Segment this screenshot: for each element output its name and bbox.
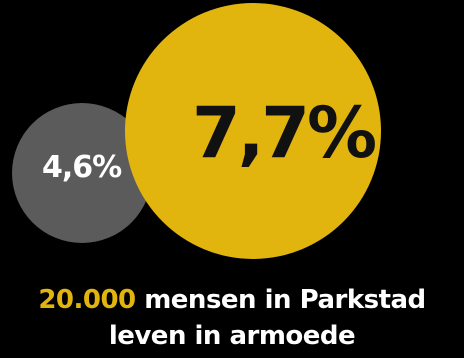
caption-line-1-text: mensen in Parkstad (135, 285, 426, 315)
caption-highlight-number: 20.000 (38, 285, 136, 315)
caption-line-2: leven in armoede (108, 321, 356, 351)
large-percentage-circle (125, 3, 381, 259)
caption-line-1: 20.000 mensen in Parkstad (0, 282, 464, 318)
caption: 20.000 mensen in Parkstad leven in armoe… (0, 282, 464, 354)
large-percentage-label: 7,7% (192, 92, 377, 174)
small-percentage-label: 4,6% (42, 150, 122, 185)
